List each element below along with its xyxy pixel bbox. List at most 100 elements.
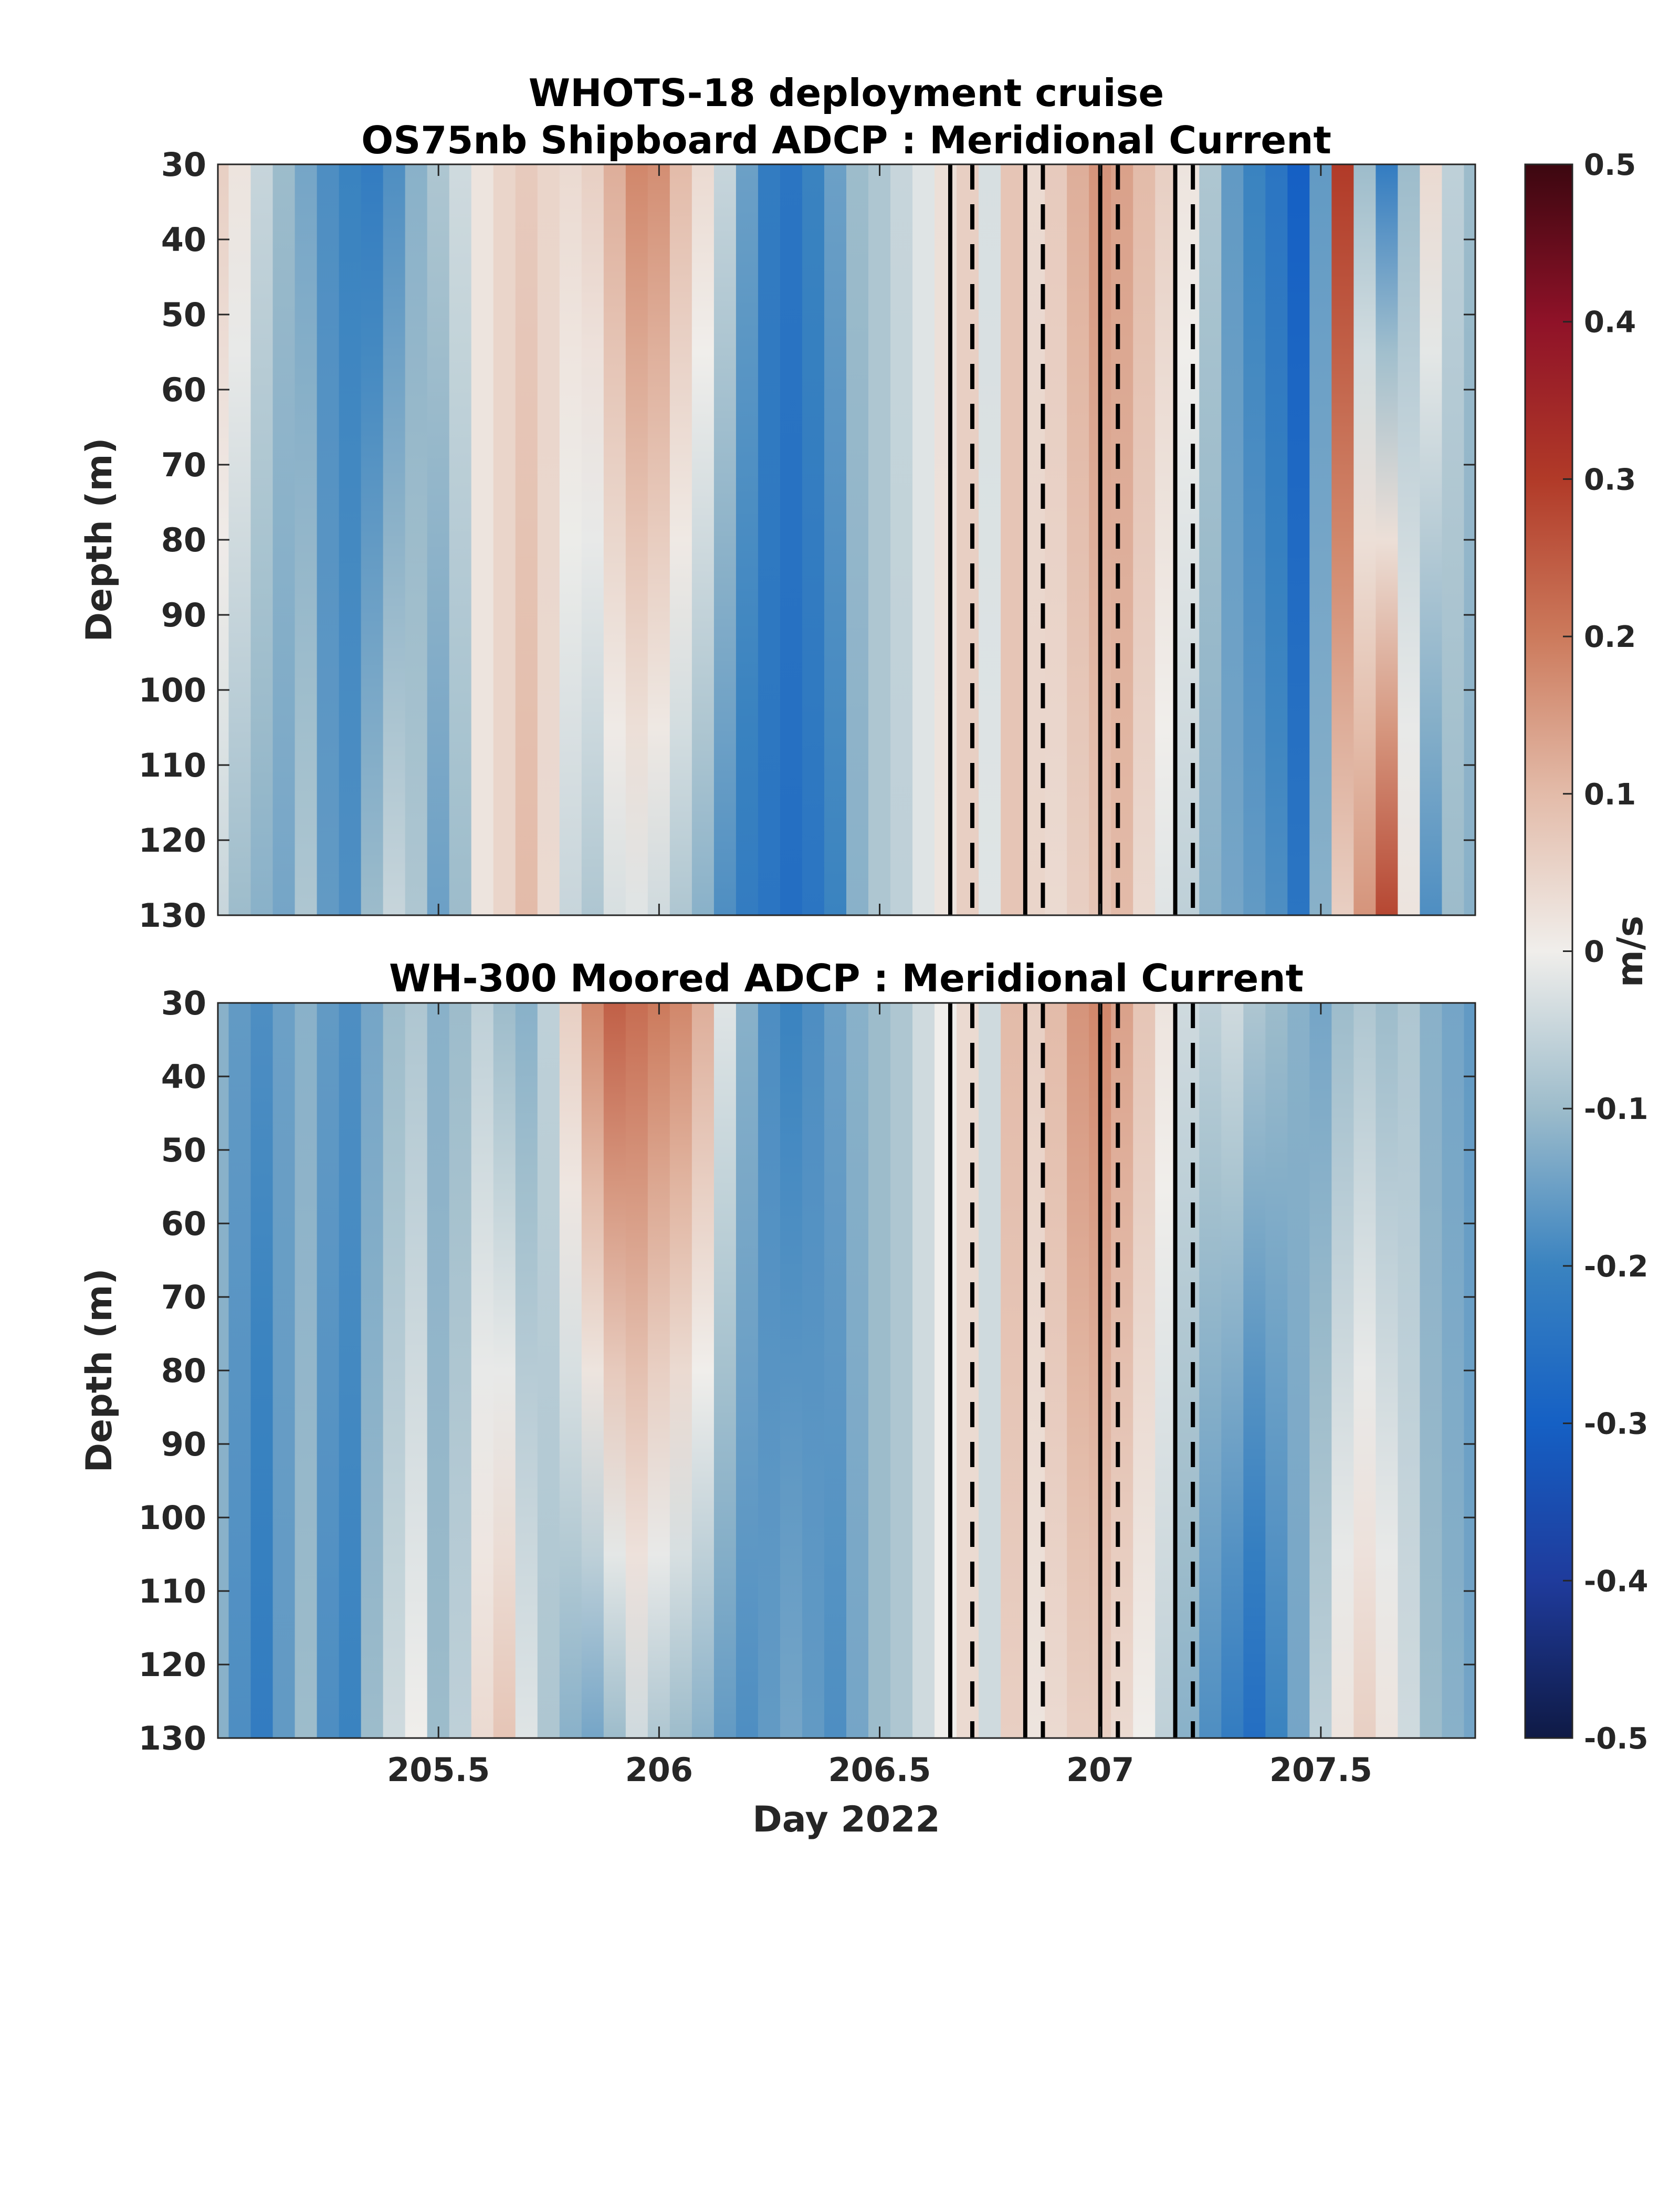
colorbar-tick: 0.1 — [1563, 778, 1636, 812]
heatmap-column — [1265, 1003, 1288, 1738]
y-tick-label: 70 — [161, 446, 206, 484]
heatmap-column — [912, 1003, 936, 1738]
heatmap-column — [1442, 1003, 1465, 1738]
y-tick: 30 — [161, 145, 1475, 184]
colorbar-tick-label: -0.3 — [1584, 1407, 1648, 1441]
y-tick-label: 50 — [161, 296, 206, 334]
y-tick-label: 40 — [161, 221, 206, 259]
heatmap-column — [824, 164, 847, 915]
heatmap-column — [758, 1003, 781, 1738]
heatmap-column — [581, 164, 604, 915]
y-tick: 120 — [139, 1646, 1475, 1684]
y-tick-label: 30 — [161, 145, 206, 184]
x-tick: 206.5 — [828, 1003, 931, 1789]
heatmap-column — [339, 164, 362, 915]
heatmap-column — [603, 1003, 626, 1738]
heatmap-column — [802, 1003, 825, 1738]
y-tick: 60 — [161, 371, 1475, 409]
bottom-heatmap — [218, 1003, 1475, 1738]
heatmap-column — [758, 164, 781, 915]
heatmap-column — [250, 164, 274, 915]
heatmap-column — [1067, 1003, 1090, 1738]
y-tick: 30 — [161, 984, 1475, 1022]
heatmap-column — [1243, 164, 1266, 915]
y-tick: 100 — [139, 1499, 1475, 1537]
heatmap-column — [1398, 1003, 1421, 1738]
heatmap-column — [1045, 1003, 1068, 1738]
y-tick-label: 100 — [139, 1499, 206, 1537]
heatmap-column — [736, 164, 759, 915]
colorbar-tick: 0.5 — [1563, 148, 1636, 182]
y-tick-label: 110 — [139, 1572, 206, 1610]
heatmap-column — [691, 164, 715, 915]
heatmap-column — [515, 1003, 538, 1738]
heatmap-column — [1001, 164, 1024, 915]
heatmap-column — [1111, 1003, 1134, 1738]
heatmap-column — [912, 164, 936, 915]
y-tick-label: 110 — [139, 746, 206, 784]
x-tick: 206 — [625, 1003, 693, 1789]
heatmap-column — [1221, 164, 1244, 915]
colorbar-tick-label: -0.2 — [1584, 1250, 1648, 1284]
y-tick: 80 — [161, 521, 1475, 559]
heatmap-column — [669, 1003, 692, 1738]
heatmap-column — [625, 164, 648, 915]
x-tick: 205.5 — [387, 1003, 490, 1789]
heatmap-column — [361, 164, 384, 915]
colorbar-ticks: 0.5 0.4 0.3 0.2 0.1 0 -0.1 -0.2 -0.3 -0.4 -0.5 — [1563, 148, 1648, 1756]
heatmap-column — [250, 1003, 274, 1738]
heatmap-column — [361, 1003, 384, 1738]
heatmap-column — [1287, 1003, 1310, 1738]
heatmap-column — [317, 164, 340, 915]
colorbar-tick: -0.2 — [1563, 1250, 1648, 1284]
heatmap-column — [339, 1003, 362, 1738]
heatmap-column — [317, 1003, 340, 1738]
bottom-y-axis-label: Depth (m) — [79, 1269, 120, 1473]
y-tick: 110 — [139, 1572, 1475, 1610]
heatmap-column — [868, 1003, 891, 1738]
heatmap-column — [405, 1003, 428, 1738]
heatmap-column — [295, 1003, 318, 1738]
heatmap-column — [824, 1003, 847, 1738]
y-tick: 70 — [161, 1278, 1475, 1316]
heatmap-column — [1398, 164, 1421, 915]
heatmap-column — [1376, 1003, 1399, 1738]
y-tick-label: 100 — [139, 671, 206, 709]
x-tick-label: 206.5 — [828, 1751, 931, 1789]
heatmap-column — [802, 164, 825, 915]
y-tick: 50 — [161, 296, 1475, 334]
y-tick-label: 120 — [139, 1646, 206, 1684]
top-y-ticks: 30 40 50 60 70 80 90 100 110 120 130 — [139, 145, 1475, 935]
heatmap-column — [493, 1003, 516, 1738]
heatmap-column — [957, 1003, 980, 1738]
heatmap-column — [449, 164, 472, 915]
y-tick-label: 130 — [139, 896, 206, 935]
colorbar-tick: 0 — [1563, 935, 1604, 969]
heatmap-column — [1420, 1003, 1443, 1738]
bottom-x-axis-label: Day 2022 — [752, 1799, 940, 1840]
y-tick-label: 60 — [161, 1205, 206, 1243]
y-tick: 110 — [139, 746, 1475, 784]
y-tick-label: 120 — [139, 821, 206, 860]
heatmap-column — [1111, 164, 1134, 915]
heatmap-column — [1442, 164, 1465, 915]
heatmap-column — [1353, 164, 1377, 915]
heatmap-column — [405, 164, 428, 915]
heatmap-column — [537, 1003, 560, 1738]
heatmap-column — [890, 164, 914, 915]
heatmap-column — [736, 1003, 759, 1738]
colorbar-tick: 0.3 — [1563, 463, 1636, 497]
colorbar-tick-label: -0.1 — [1584, 1092, 1648, 1126]
y-tick: 40 — [161, 221, 1475, 259]
y-tick-label: 40 — [161, 1058, 206, 1096]
colorbar-tick-label: 0.2 — [1584, 620, 1636, 654]
colorbar: 0.5 0.4 0.3 0.2 0.1 0 -0.1 -0.2 -0.3 -0.4 -0.5 m/s — [1524, 148, 1651, 1756]
heatmap-column — [272, 1003, 296, 1738]
colorbar-tick-label: 0.5 — [1584, 148, 1636, 182]
colorbar-tick-label: 0.1 — [1584, 778, 1636, 812]
top-event-lines — [948, 164, 1195, 915]
heatmap-column — [846, 1003, 869, 1738]
bottom-panel: 30 40 50 60 70 80 90 100 110 120 130 205.5 206 206.5… — [79, 984, 1476, 1840]
heatmap-column — [272, 164, 296, 915]
